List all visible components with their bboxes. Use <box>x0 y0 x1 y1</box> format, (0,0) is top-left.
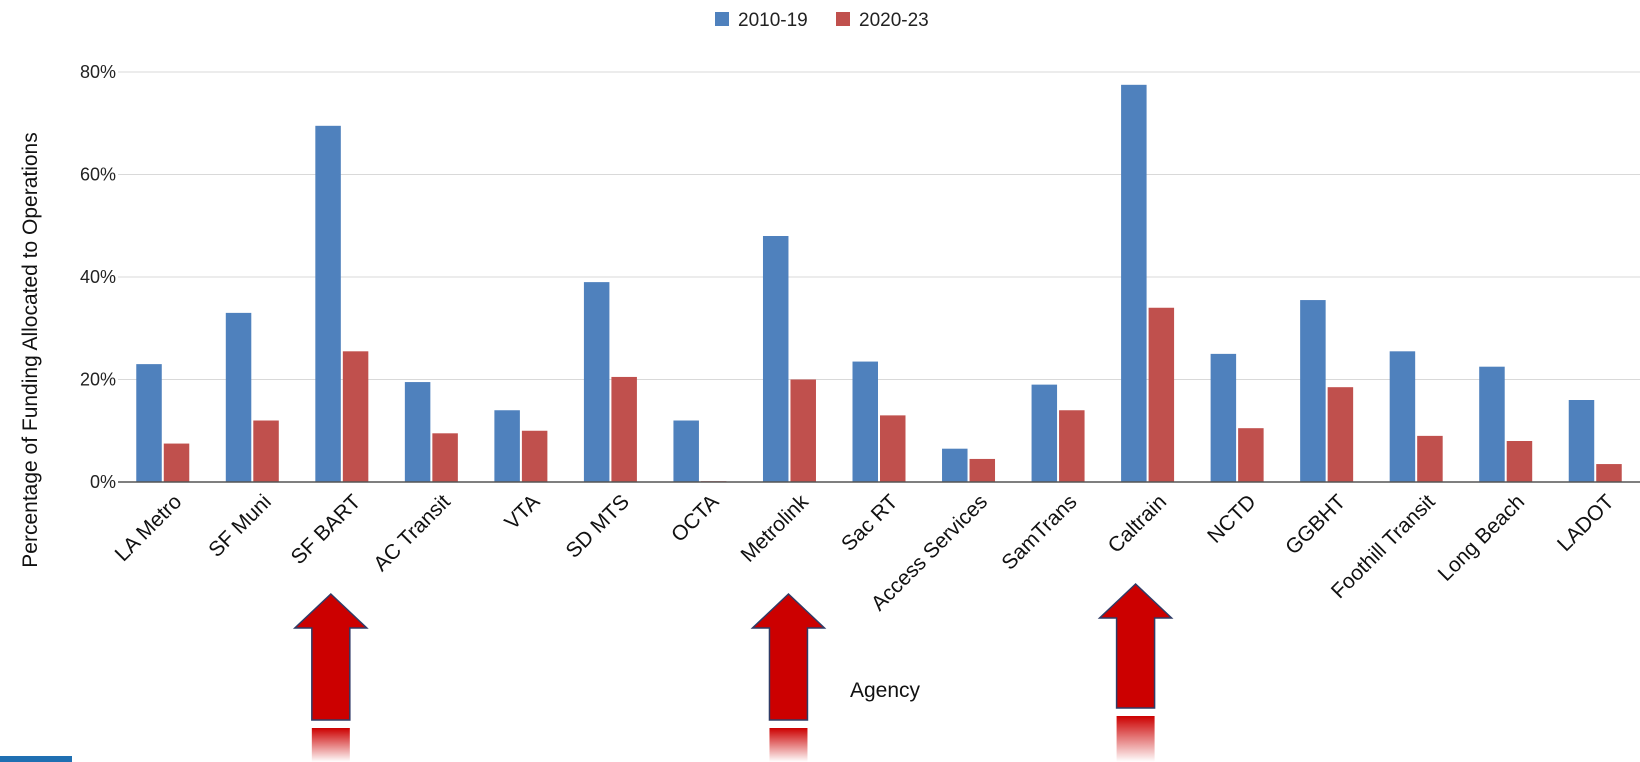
gridlines <box>118 71 1640 380</box>
bar-sf-muni-2010-19 <box>225 312 252 482</box>
bar-nctd-2020-23 <box>1238 428 1264 482</box>
x-axis-categories: LA Metro SF Muni SF BART AC Transit VTA SD MT… <box>111 490 1619 616</box>
bar-ladot-2010-19 <box>1568 400 1595 482</box>
annotation-arrow-sf-bart <box>292 592 369 762</box>
x-category-label: GGBHT <box>1281 490 1350 559</box>
arrow-reflection <box>769 728 808 762</box>
bar-vta-2020-23 <box>521 430 548 482</box>
legend: 2010-19 2020-23 <box>715 10 929 31</box>
bar-ac-transit-2010-19 <box>404 382 431 482</box>
x-category-label: Sac RT <box>837 490 903 556</box>
bar-sac-rt-2020-23 <box>880 415 906 482</box>
y-axis-title: Percentage of Funding Allocated to Opera… <box>19 132 42 567</box>
bar-samtrans-2010-19 <box>1031 384 1058 482</box>
x-category-label: Long Beach <box>1434 490 1530 586</box>
x-category-label: LA Metro <box>111 490 187 566</box>
slide-accent-bar <box>0 756 72 762</box>
bar-sf-bart-2010-19 <box>315 125 341 482</box>
x-category-label: VTA <box>500 490 544 534</box>
legend-swatch-2020-23 <box>836 12 850 26</box>
legend-swatch-2010-19 <box>715 12 729 26</box>
x-category-label: SF Muni <box>204 490 276 562</box>
bar-ggbht-2010-19 <box>1300 300 1326 482</box>
bar-vta-2010-19 <box>494 410 520 482</box>
bar-sd-mts-2020-23 <box>611 376 637 482</box>
y-axis-ticks: 0% 20% 40% 60% 80% <box>80 62 116 492</box>
arrow-reflection <box>311 728 350 762</box>
bar-octa-2010-19 <box>673 420 699 482</box>
legend-label-2010-19: 2010-19 <box>738 10 808 31</box>
x-category-label: OCTA <box>667 490 723 546</box>
bar-caltrain-2010-19 <box>1121 84 1147 482</box>
x-axis-title: Agency <box>850 679 921 702</box>
y-tick-label: 40% <box>80 267 116 287</box>
annotation-arrow-metrolink <box>750 592 827 762</box>
bar-long-beach-2010-19 <box>1479 366 1505 482</box>
legend-label-2020-23: 2020-23 <box>859 10 929 31</box>
bar-nctd-2010-19 <box>1210 353 1237 482</box>
bar-foothill-transit-2020-23 <box>1417 435 1443 482</box>
up-arrow-icon <box>1097 582 1174 709</box>
x-category-label: NCTD <box>1203 490 1261 548</box>
bar-long-beach-2020-23 <box>1506 441 1533 482</box>
x-category-label: Metrolink <box>736 490 813 567</box>
annotation-arrow-caltrain <box>1097 582 1174 762</box>
bar-ac-transit-2020-23 <box>432 433 458 482</box>
bar-access-services-2010-19 <box>942 448 968 482</box>
x-category-label: AC Transit <box>369 490 455 576</box>
y-tick-label: 60% <box>80 165 116 185</box>
x-category-label: SD MTS <box>562 490 634 562</box>
bar-metrolink-2010-19 <box>762 236 789 482</box>
bar-samtrans-2020-23 <box>1059 410 1085 482</box>
up-arrow-icon <box>750 592 827 721</box>
bar-sf-muni-2020-23 <box>253 420 279 482</box>
annotation-arrows <box>292 582 1174 762</box>
bar-sf-bart-2020-23 <box>342 351 369 482</box>
x-category-label: LADOT <box>1553 490 1619 556</box>
x-category-label: SF BART <box>287 490 366 569</box>
bar-ggbht-2020-23 <box>1327 387 1354 482</box>
bar-la-metro-2010-19 <box>136 364 162 482</box>
x-category-label: Caltrain <box>1104 490 1171 557</box>
arrow-reflection <box>1116 716 1155 762</box>
up-arrow-icon <box>292 592 369 721</box>
y-tick-label: 80% <box>80 62 116 82</box>
bars <box>136 84 1622 482</box>
y-tick-label: 20% <box>80 370 116 390</box>
bar-la-metro-2020-23 <box>163 443 190 482</box>
bar-access-services-2020-23 <box>969 458 996 482</box>
bar-sac-rt-2010-19 <box>852 361 878 482</box>
bar-sd-mts-2010-19 <box>583 282 610 482</box>
bar-metrolink-2020-23 <box>790 379 816 482</box>
bar-foothill-transit-2010-19 <box>1389 351 1416 482</box>
y-tick-label: 0% <box>90 472 116 492</box>
x-category-label: SamTrans <box>997 490 1081 574</box>
bar-ladot-2020-23 <box>1596 464 1622 482</box>
bar-caltrain-2020-23 <box>1148 307 1175 482</box>
